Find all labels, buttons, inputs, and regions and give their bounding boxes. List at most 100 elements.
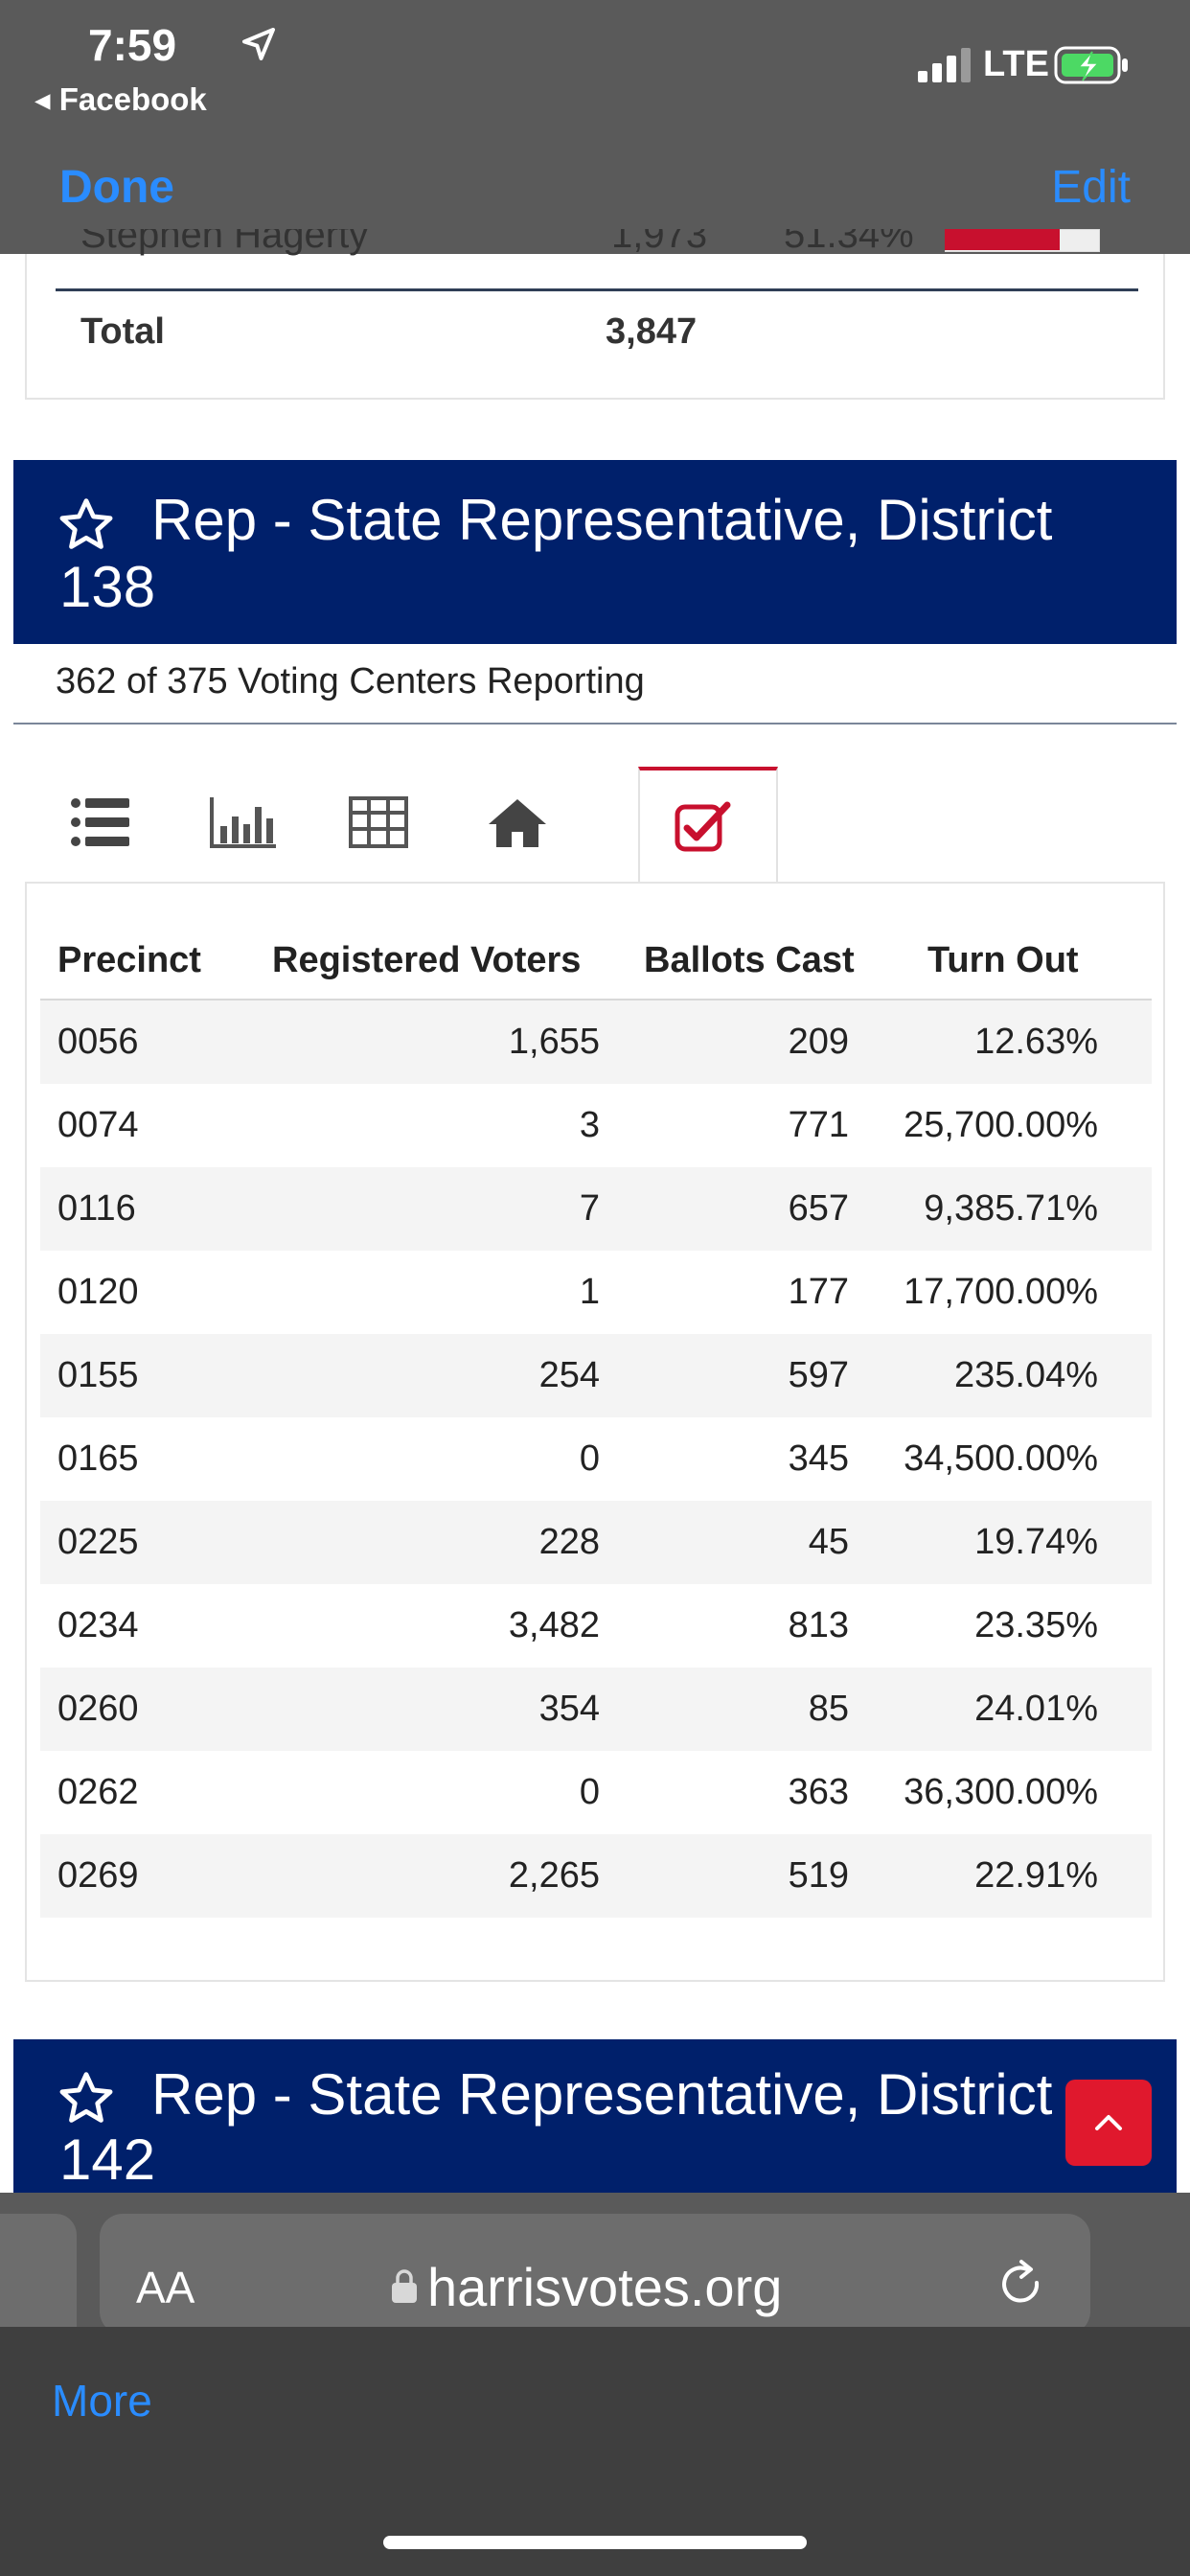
- registered-voters-cell: 0: [579, 1772, 600, 1812]
- total-value: 3,847: [606, 311, 698, 352]
- ballots-cast-cell: 597: [788, 1355, 849, 1395]
- turnout-cell: 19.74%: [974, 1522, 1098, 1562]
- ballots-cast-cell: 410: [789, 1925, 849, 1946]
- table-row: 0056 1,655 209 12.63%: [40, 1000, 1152, 1084]
- ballots-cast-cell: 363: [788, 1772, 849, 1812]
- safari-toolbar: AA harrisvotes.org: [0, 2193, 1190, 2334]
- table-header: Precinct Registered Voters Ballots Cast …: [40, 922, 1152, 1001]
- reload-icon[interactable]: [993, 2256, 1050, 2313]
- battery-charging-icon: [1054, 46, 1128, 84]
- precinct-cell: 0269: [57, 1855, 139, 1896]
- ballots-cast-cell: 85: [808, 1689, 849, 1729]
- reader-options-label: AA: [136, 2263, 195, 2312]
- registered-voters-cell: 1,655: [508, 1022, 600, 1062]
- table-row: 0260 354 85 24.01%: [40, 1668, 1152, 1751]
- turnout-cell: 23.35%: [974, 1605, 1098, 1645]
- registered-voters-cell: 3: [579, 1105, 600, 1145]
- table-row: 0155 254 597 235.04%: [40, 1334, 1152, 1417]
- turnout-table: Precinct Registered Voters Ballots Cast …: [25, 882, 1165, 1982]
- scroll-to-top-button[interactable]: [1065, 2080, 1152, 2166]
- ballots-cast-cell: 771: [788, 1105, 849, 1145]
- registered-voters-cell: 0: [579, 1438, 600, 1479]
- tab-chart[interactable]: [177, 767, 302, 882]
- column-ballots-cast: Ballots Cast: [644, 940, 855, 980]
- precinct-cell: 0120: [57, 1272, 139, 1312]
- tab-home[interactable]: [455, 767, 580, 882]
- reporting-divider: [13, 723, 1177, 724]
- home-indicator[interactable]: [383, 2536, 807, 2549]
- turnout-cell: 17.20%: [974, 1925, 1098, 1946]
- registered-voters-cell: 1: [579, 1272, 600, 1312]
- table-row: 0262 0 363 36,300.00%: [40, 1751, 1152, 1834]
- favorite-star-icon[interactable]: [56, 494, 117, 556]
- registered-voters-cell: 254: [538, 1355, 600, 1395]
- next-race-title: Rep - State Representative, District 142: [59, 2062, 1152, 2193]
- status-bar: 7:59 ◂ Facebook LTE Done Edit: [0, 0, 1190, 254]
- turnout-cell: 24.01%: [974, 1689, 1098, 1729]
- tab-table[interactable]: [316, 767, 441, 882]
- tab-turnout[interactable]: [638, 767, 778, 884]
- clock: 7:59: [88, 20, 177, 70]
- column-precinct: Precinct: [57, 940, 201, 980]
- network-type: LTE: [983, 44, 1049, 84]
- precinct-cell: 0165: [57, 1438, 139, 1479]
- table-row: 0074 3 771 25,700.00%: [40, 1084, 1152, 1167]
- precinct-cell: 0234: [57, 1605, 139, 1645]
- bottom-bar: More: [0, 2327, 1190, 2576]
- turnout-cell: 12.63%: [974, 1022, 1098, 1062]
- ballots-cast-cell: 209: [788, 1022, 849, 1062]
- column-turn-out: Turn Out: [927, 940, 1079, 980]
- next-race-header: Rep - State Representative, District 142: [13, 2039, 1177, 2193]
- favorite-star-icon[interactable]: [56, 2068, 117, 2129]
- table-row: 0225 228 45 19.74%: [40, 1501, 1152, 1584]
- ballots-cast-cell: 45: [808, 1522, 849, 1562]
- cut-off-candidate-row: Stephen Hagerty 1,973 51.34%: [56, 229, 1138, 264]
- precinct-cell: 0155: [57, 1355, 139, 1395]
- ballots-cast-cell: 519: [788, 1855, 849, 1896]
- race-title: Rep - State Representative, District 138: [59, 488, 1053, 619]
- turnout-cell: 9,385.71%: [924, 1188, 1098, 1229]
- candidate-percent: 51.34%: [784, 229, 914, 256]
- precinct-cell: 0116: [57, 1188, 136, 1229]
- table-row: 0116 7 657 9,385.71%: [40, 1167, 1152, 1251]
- address-bar[interactable]: [100, 2214, 1090, 2334]
- precinct-cell: 0260: [57, 1689, 139, 1729]
- turnout-cell: 22.91%: [974, 1855, 1098, 1896]
- total-divider: [56, 288, 1138, 291]
- race-header: Rep - State Representative, District 138: [13, 460, 1177, 644]
- chevron-up-icon: [1095, 2115, 1122, 2130]
- candidate-name: Stephen Hagerty: [80, 229, 369, 256]
- table-row: 0234 3,482 813 23.35%: [40, 1584, 1152, 1668]
- back-to-facebook-link[interactable]: ◂ Facebook: [34, 81, 207, 117]
- grid-table-icon: [349, 796, 408, 848]
- candidate-votes: 1,973: [611, 229, 708, 256]
- table-row: 0165 0 345 34,500.00%: [40, 1417, 1152, 1501]
- registered-voters-cell: 3,482: [508, 1605, 600, 1645]
- list-icon: [71, 798, 129, 846]
- previous-tab-edge[interactable]: [0, 2214, 77, 2329]
- registered-voters-cell: 228: [538, 1522, 600, 1562]
- location-arrow-icon: [242, 28, 275, 60]
- registered-voters-cell: 7: [579, 1188, 600, 1229]
- next-race-title-text: Rep - State Representative, District 142: [59, 2062, 1053, 2192]
- ballots-cast-cell: 177: [788, 1272, 849, 1312]
- column-registered-voters: Registered Voters: [272, 940, 582, 980]
- reader-options-button[interactable]: AA: [136, 2262, 195, 2313]
- precinct-cell: 0056: [57, 1022, 139, 1062]
- edit-button[interactable]: Edit: [1051, 162, 1131, 213]
- turnout-cell: 235.04%: [953, 1355, 1098, 1395]
- precinct-cell: 0225: [57, 1522, 139, 1562]
- lock-icon: [392, 2269, 417, 2303]
- url-text[interactable]: harrisvotes.org: [427, 2257, 783, 2317]
- reporting-status: 362 of 375 Voting Centers Reporting: [56, 661, 645, 702]
- done-button[interactable]: Done: [59, 162, 174, 213]
- home-icon: [489, 799, 546, 847]
- turnout-cell: 25,700.00%: [904, 1105, 1098, 1145]
- more-button[interactable]: More: [52, 2376, 152, 2426]
- bar-chart-icon: [210, 797, 276, 848]
- table-row: 0120 1 177 17,700.00%: [40, 1251, 1152, 1334]
- turnout-cell: 34,500.00%: [904, 1438, 1098, 1479]
- cellular-signal-icon: [918, 48, 971, 82]
- ballots-cast-cell: 813: [788, 1605, 849, 1645]
- tab-list[interactable]: [38, 767, 163, 882]
